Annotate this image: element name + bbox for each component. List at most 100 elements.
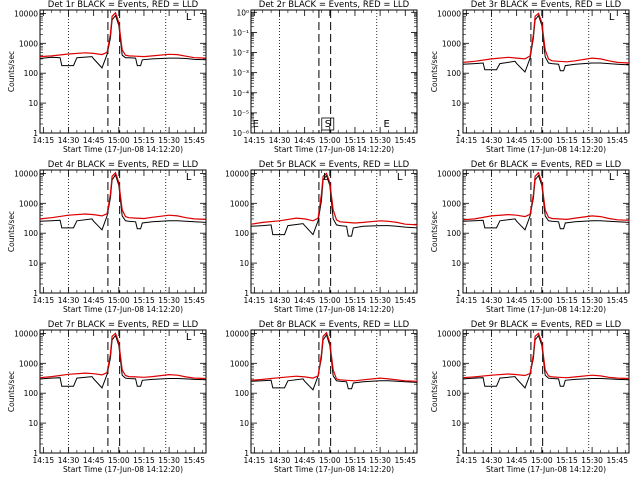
- x-tick-label: 15:00: [108, 296, 130, 305]
- panel-title: Det 5r BLACK = Events, RED = LLD: [259, 160, 410, 170]
- lld-series-line: [39, 171, 207, 220]
- x-tick-label: 15:00: [319, 296, 341, 305]
- x-tick-label: 15:45: [183, 456, 205, 465]
- x-tick-label: 15:00: [531, 296, 553, 305]
- x-tick-label: 14:30: [481, 296, 503, 305]
- y-tick-label: 100: [447, 229, 462, 238]
- annotation-letter: E: [253, 119, 259, 130]
- x-tick-label: 15:00: [319, 456, 341, 465]
- x-tick-label: 15:30: [158, 456, 180, 465]
- x-tick-label: 15:00: [108, 136, 130, 145]
- x-tick-label: 15:30: [158, 296, 180, 305]
- x-tick-label: 14:30: [481, 456, 503, 465]
- y-tick-label: 10⁻²: [232, 49, 249, 58]
- events-series-line: [39, 173, 207, 231]
- x-tick-label: 14:45: [83, 296, 105, 305]
- y-tick-label: 10000: [225, 169, 249, 178]
- y-tick-label: 10: [28, 419, 38, 428]
- detector-panel-6: Det 6r BLACK = Events, RED = LLD 1 10 100 10…: [430, 160, 630, 314]
- x-tick-label: 14:15: [456, 296, 478, 305]
- x-tick-label: 15:45: [183, 296, 205, 305]
- x-tick-label: 15:15: [556, 136, 578, 145]
- x-tick-label: 14:45: [506, 296, 528, 305]
- detector-panel-5: Det 5r BLACK = Events, RED = LLD 1 10 100 10…: [225, 160, 418, 314]
- x-tick-label: 14:15: [456, 456, 478, 465]
- y-tick-label: 10000: [225, 329, 249, 338]
- x-tick-label: 15:45: [394, 296, 416, 305]
- y-tick-label: 10: [28, 259, 38, 268]
- detector-panel-2: Det 2r BLACK = Events, RED = LLD 10⁻⁶ 10⁻⁵…: [232, 0, 418, 154]
- y-tick-label: 10000: [14, 169, 38, 178]
- x-tick-label: 14:45: [83, 456, 105, 465]
- x-tick-label: 14:30: [58, 296, 80, 305]
- y-tick-label: 10⁻⁵: [232, 109, 249, 118]
- x-tick-label: 14:15: [244, 456, 266, 465]
- panel-title: Det 8r BLACK = Events, RED = LLD: [259, 320, 410, 330]
- y-tick-label: 10⁻¹: [232, 28, 249, 37]
- x-tick-label: 14:45: [294, 296, 316, 305]
- x-tick-label: 14:45: [294, 456, 316, 465]
- x-tick-label: 14:30: [269, 296, 291, 305]
- annotation-letter: L: [186, 332, 192, 343]
- panel-title: Det 1r BLACK = Events, RED = LLD: [48, 0, 199, 10]
- panel-title: Det 4r BLACK = Events, RED = LLD: [48, 160, 199, 170]
- x-tick-label: 15:45: [183, 136, 205, 145]
- y-tick-label: 10000: [437, 169, 461, 178]
- lld-series-line: [250, 331, 418, 382]
- x-tick-label: 15:30: [581, 296, 603, 305]
- x-axis-label: Start Time (17-Jun-08 14:12:20): [486, 305, 606, 314]
- plot-frame: [39, 169, 207, 294]
- annotation-letter: E: [383, 119, 389, 130]
- events-series-line: [462, 14, 630, 73]
- x-tick-label: 14:30: [269, 456, 291, 465]
- x-tick-label: 15:15: [344, 456, 366, 465]
- x-tick-label: 15:00: [531, 456, 553, 465]
- x-tick-label: 15:30: [158, 136, 180, 145]
- y-tick-label: 1: [33, 449, 38, 458]
- y-tick-label: 1: [33, 129, 38, 138]
- y-tick-label: 10⁻⁶: [232, 129, 249, 138]
- y-tick-label: 1000: [19, 39, 38, 48]
- x-tick-label: 14:30: [58, 456, 80, 465]
- x-tick-label: 15:15: [556, 456, 578, 465]
- annotation-letter: L: [397, 172, 403, 183]
- y-tick-label: 10: [239, 259, 249, 268]
- y-axis-label: Counts/sec: [7, 51, 16, 92]
- y-tick-label: 10: [451, 99, 461, 108]
- y-tick-label: 10: [239, 419, 249, 428]
- x-tick-label: 14:15: [33, 456, 55, 465]
- y-tick-label: 100: [24, 69, 39, 78]
- plot-frame: [39, 9, 207, 134]
- y-tick-label: 1: [244, 449, 249, 458]
- y-axis-label: Counts/sec: [430, 51, 439, 92]
- y-tick-label: 100: [24, 229, 39, 238]
- y-tick-label: 1000: [230, 199, 249, 208]
- x-tick-label: 14:45: [294, 136, 316, 145]
- x-tick-label: 14:30: [58, 136, 80, 145]
- x-tick-label: 15:15: [133, 296, 155, 305]
- x-axis-label: Start Time (17-Jun-08 14:12:20): [63, 145, 183, 154]
- x-tick-label: 15:45: [394, 136, 416, 145]
- y-tick-label: 10000: [437, 9, 461, 18]
- y-tick-label: 1: [456, 289, 461, 298]
- plot-frame: [250, 169, 418, 294]
- x-tick-label: 15:30: [581, 456, 603, 465]
- y-tick-label: 10: [451, 259, 461, 268]
- detector-panel-9: Det 9r BLACK = Events, RED = LLD 1 10 100 10…: [430, 320, 630, 474]
- x-axis-label: Start Time (17-Jun-08 14:12:20): [274, 305, 394, 314]
- x-tick-label: 15:30: [369, 136, 391, 145]
- y-tick-label: 1000: [19, 199, 38, 208]
- y-tick-label: 10: [451, 419, 461, 428]
- x-axis-label: Start Time (17-Jun-08 14:12:20): [63, 305, 183, 314]
- panel-title: Det 9r BLACK = Events, RED = LLD: [471, 320, 622, 330]
- x-tick-label: 15:45: [606, 296, 628, 305]
- panel-title: Det 7r BLACK = Events, RED = LLD: [48, 320, 199, 330]
- lld-series-line: [250, 172, 418, 226]
- x-tick-label: 15:00: [108, 456, 130, 465]
- events-series-line: [462, 174, 630, 231]
- y-tick-label: 10: [28, 99, 38, 108]
- annotation-letter: L: [323, 172, 329, 183]
- x-tick-label: 14:15: [33, 136, 55, 145]
- x-tick-label: 14:15: [33, 296, 55, 305]
- events-series-line: [39, 334, 207, 389]
